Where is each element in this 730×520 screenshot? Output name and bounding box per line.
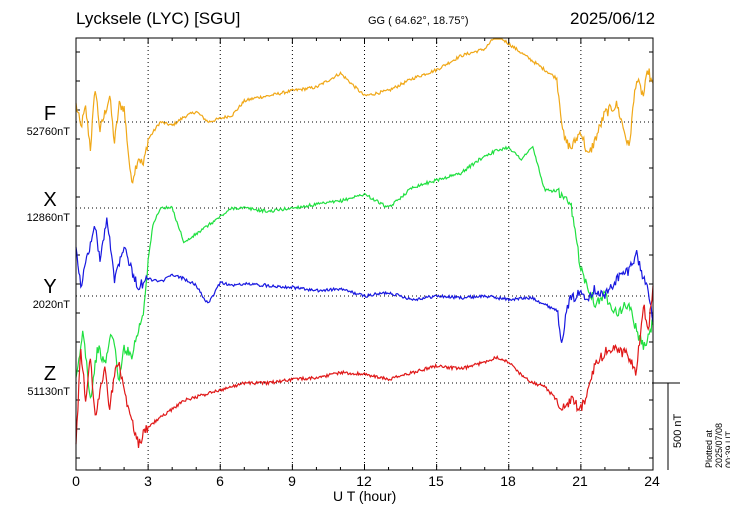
- x-tick-label: 9: [288, 473, 296, 489]
- series-baseline-z: 51130nT: [27, 386, 70, 398]
- x-tick-label: 3: [144, 473, 152, 489]
- scale-bar-label: 500 nT: [672, 413, 684, 448]
- chart-title-station: Lycksele (LYC) [SGU]: [76, 9, 241, 28]
- series-baseline-x: 12860nT: [26, 212, 70, 224]
- x-tick-label: 18: [500, 473, 516, 489]
- series-label-f: F: [43, 103, 57, 125]
- chart-series: [75, 38, 654, 448]
- x-tick-label: 0: [72, 473, 80, 489]
- scale-bar: [653, 382, 680, 470]
- x-tick-label: 12: [356, 473, 372, 489]
- x-tick-label: 6: [216, 473, 224, 489]
- chart-title-coordinates: GG ( 64.62°, 18.75°): [368, 15, 469, 27]
- x-axis-label: U T (hour): [333, 488, 397, 504]
- series-line-f: [75, 38, 654, 184]
- series-line-x: [75, 145, 654, 399]
- series-label-y: Y: [43, 276, 57, 298]
- x-tick-label: 21: [572, 473, 588, 489]
- plot-frame: [75, 37, 654, 471]
- plotted-timestamp: Plotted at 2025/07/08 00:39 UT: [704, 422, 730, 468]
- series-line-z: [75, 285, 654, 448]
- x-tick-label: 15: [428, 473, 444, 489]
- x-tick-label: 24: [644, 473, 660, 489]
- series-label-x: X: [43, 189, 57, 211]
- series-baseline-y: 2020nT: [32, 299, 70, 311]
- series-baseline-f: 52760nT: [26, 126, 70, 138]
- series-label-z: Z: [43, 363, 57, 385]
- series-line-y: [75, 217, 654, 343]
- chart-title-date: 2025/06/12: [570, 9, 656, 28]
